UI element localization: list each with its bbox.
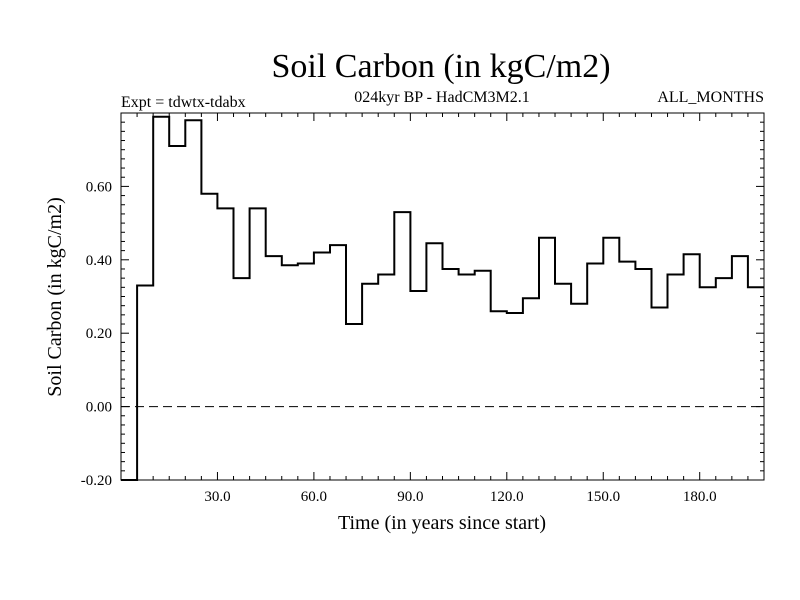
y-axis-label: Soil Carbon (in kgC/m2)	[44, 197, 66, 396]
y-tick-label: 0.60	[86, 179, 112, 195]
axis-ticks	[121, 113, 764, 480]
x-tick-label: 90.0	[397, 489, 423, 505]
x-tick-label: 60.0	[301, 489, 327, 505]
x-axis-label: Time (in years since start)	[338, 512, 546, 534]
x-tick-label: 180.0	[683, 489, 717, 505]
y-tick-label: 0.40	[86, 253, 112, 269]
tick-labels: 30.0 60.0 90.0 120.0 150.0 180.0 -0.20 0.00 0.20…	[81, 179, 717, 505]
chart-title: Soil Carbon (in kgC/m2)	[271, 48, 610, 85]
data-series	[121, 115, 764, 481]
soil-carbon-step-line	[121, 115, 764, 481]
y-tick-label: -0.20	[81, 473, 112, 489]
y-tick-label: 0.20	[86, 326, 112, 342]
x-tick-label: 30.0	[204, 489, 230, 505]
experiment-label: Expt = tdwtx-tdabx	[121, 94, 246, 111]
x-tick-label: 150.0	[586, 489, 620, 505]
months-label: ALL_MONTHS	[657, 89, 764, 106]
x-tick-label: 120.0	[490, 489, 524, 505]
y-tick-label: 0.00	[86, 400, 112, 416]
chart-subtitle: 024kyr BP - HadCM3M2.1	[354, 89, 529, 106]
